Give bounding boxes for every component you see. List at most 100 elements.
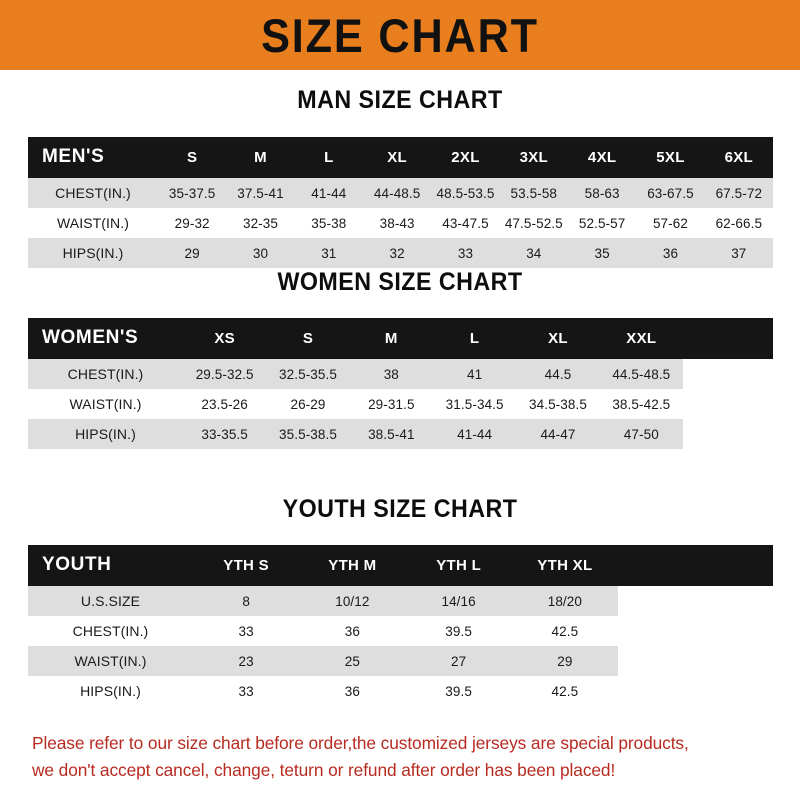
- table-row: CHEST(IN.) 29.5-32.5 32.5-35.5 38 41 44.5 44.5…: [28, 359, 773, 389]
- women-header-spacer: [683, 318, 773, 359]
- women-measurement-cell: 47-50: [599, 419, 683, 449]
- women-measurement-cell: 32.5-35.5: [266, 359, 350, 389]
- order-policy-line-2: we don't accept cancel, change, teturn o…: [32, 760, 616, 781]
- youth-row-label: WAIST(IN.): [28, 646, 193, 676]
- man-measurement-cell: 52.5-57: [567, 208, 637, 238]
- women-section-title: WOMEN SIZE CHART: [277, 268, 523, 296]
- women-measurement-cell: 38: [349, 359, 433, 389]
- man-size-column-header: 6XL: [724, 148, 754, 166]
- man-measurement-cell: 67.5-72: [704, 178, 773, 208]
- youth-measurement-cell: 29: [511, 646, 618, 676]
- man-measurement-cell: 32: [362, 238, 432, 268]
- youth-row-spacer: [618, 586, 773, 616]
- table-row: U.S.SIZE 8 10/12 14/16 18/20: [28, 586, 773, 616]
- women-size-column-header: XS: [214, 329, 235, 347]
- man-measurement-cell: 41-44: [294, 178, 363, 208]
- youth-size-column-header: YTH S: [223, 556, 269, 574]
- youth-row-label: CHEST(IN.): [28, 616, 193, 646]
- man-measurement-cell: 31: [294, 238, 363, 268]
- youth-measurement-cell: 33: [193, 616, 300, 646]
- table-row: HIPS(IN.) 29 30 31 32 33 34 35 36 37: [28, 238, 773, 268]
- man-measurement-cell: 47.5-52.5: [499, 208, 568, 238]
- women-measurement-cell: 44.5: [516, 359, 600, 389]
- youth-measurement-cell: 10/12: [299, 586, 406, 616]
- man-size-column-header: 3XL: [519, 148, 549, 166]
- man-size-column-header: 2XL: [451, 148, 480, 166]
- women-measurement-cell: 41: [432, 359, 517, 389]
- man-measurement-cell: 62-66.5: [704, 208, 773, 238]
- man-header-label: MEN'S: [42, 146, 105, 167]
- youth-measurement-cell: 42.5: [511, 616, 618, 646]
- youth-size-column-header: YTH L: [436, 556, 482, 574]
- women-size-column-header: L: [469, 329, 480, 347]
- youth-table-header-row: YOUTH YTH S YTH M YTH L YTH XL: [28, 545, 773, 586]
- youth-measurement-cell: 36: [299, 616, 406, 646]
- table-row: WAIST(IN.) 29-32 32-35 35-38 38-43 43-47.5 47.…: [28, 208, 773, 238]
- women-size-column-header: XXL: [626, 329, 657, 347]
- man-measurement-cell: 43-47.5: [431, 208, 500, 238]
- youth-row-label: HIPS(IN.): [28, 676, 193, 706]
- man-size-column-header: L: [324, 148, 334, 166]
- women-measurement-cell: 35.5-38.5: [266, 419, 350, 449]
- man-size-column-header: XL: [387, 148, 408, 166]
- youth-header-label: YOUTH: [42, 554, 112, 575]
- man-measurement-cell: 53.5-58: [499, 178, 568, 208]
- man-row-label: CHEST(IN.): [28, 178, 158, 208]
- women-size-column-header: S: [302, 329, 314, 347]
- youth-measurement-cell: 8: [193, 586, 300, 616]
- man-measurement-cell: 48.5-53.5: [431, 178, 500, 208]
- man-measurement-cell: 35-37.5: [158, 178, 227, 208]
- table-row: WAIST(IN.) 23.5-26 26-29 29-31.5 31.5-34.5 34…: [28, 389, 773, 419]
- youth-header-spacer: [618, 545, 773, 586]
- women-size-column-header: M: [384, 329, 398, 347]
- women-measurement-cell: 23.5-26: [183, 389, 267, 419]
- women-measurement-cell: 26-29: [266, 389, 350, 419]
- man-measurement-cell: 58-63: [567, 178, 637, 208]
- table-row: HIPS(IN.) 33-35.5 35.5-38.5 38.5-41 41-44 44-…: [28, 419, 773, 449]
- women-row-spacer: [682, 389, 773, 419]
- man-measurement-cell: 29: [158, 238, 227, 268]
- man-size-column-header: 4XL: [587, 148, 617, 166]
- women-measurement-cell: 29-31.5: [349, 389, 433, 419]
- women-row-label: WAIST(IN.): [28, 389, 183, 419]
- man-size-column-header: 5XL: [656, 148, 685, 166]
- man-section-title: MAN SIZE CHART: [297, 86, 503, 114]
- women-row-label: CHEST(IN.): [28, 359, 183, 389]
- youth-measurement-cell: 27: [405, 646, 512, 676]
- women-size-column-header: XL: [548, 329, 568, 347]
- youth-row-spacer: [618, 646, 773, 676]
- youth-measurement-cell: 39.5: [405, 676, 512, 706]
- man-measurement-cell: 35: [567, 238, 637, 268]
- man-measurement-cell: 44-48.5: [362, 178, 432, 208]
- youth-measurement-cell: 23: [193, 646, 300, 676]
- man-measurement-cell: 37.5-41: [226, 178, 295, 208]
- page-title: SIZE CHART: [261, 8, 539, 62]
- man-measurement-cell: 63-67.5: [636, 178, 705, 208]
- youth-section-title: YOUTH SIZE CHART: [282, 495, 518, 523]
- women-header-label: WOMEN'S: [42, 327, 139, 348]
- man-measurement-cell: 34: [499, 238, 568, 268]
- women-row-label: HIPS(IN.): [28, 419, 183, 449]
- youth-measurement-cell: 36: [299, 676, 406, 706]
- women-measurement-cell: 38.5-42.5: [599, 389, 683, 419]
- table-row: CHEST(IN.) 35-37.5 37.5-41 41-44 44-48.5 48.5…: [28, 178, 773, 208]
- man-measurement-cell: 33: [431, 238, 500, 268]
- women-measurement-cell: 34.5-38.5: [516, 389, 600, 419]
- youth-measurement-cell: 42.5: [511, 676, 618, 706]
- man-measurement-cell: 35-38: [294, 208, 363, 238]
- women-row-spacer: [682, 359, 773, 389]
- women-row-spacer: [682, 419, 773, 449]
- women-measurement-cell: 41-44: [432, 419, 517, 449]
- man-measurement-cell: 29-32: [158, 208, 227, 238]
- man-measurement-cell: 30: [226, 238, 295, 268]
- women-table-header-row: WOMEN'S XS S M L XL XXL: [28, 318, 773, 359]
- table-row: WAIST(IN.) 23 25 27 29: [28, 646, 773, 676]
- man-row-label: WAIST(IN.): [28, 208, 158, 238]
- order-policy-note: Please refer to our size chart before or…: [32, 730, 767, 784]
- man-measurement-cell: 37: [704, 238, 773, 268]
- order-policy-line-1: Please refer to our size chart before or…: [32, 733, 689, 753]
- youth-row-label: U.S.SIZE: [28, 586, 193, 616]
- youth-measurement-cell: 39.5: [405, 616, 512, 646]
- youth-row-spacer: [618, 676, 773, 706]
